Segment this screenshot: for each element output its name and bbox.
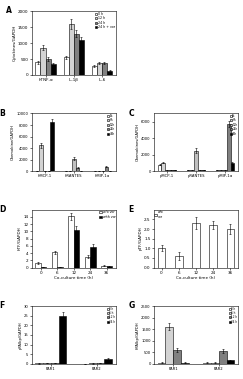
Bar <box>158 164 161 171</box>
Bar <box>104 359 112 364</box>
Bar <box>194 150 198 171</box>
Text: D: D <box>0 205 6 214</box>
Bar <box>35 62 41 75</box>
Bar <box>165 327 173 364</box>
Bar <box>69 24 74 75</box>
Bar <box>51 64 56 75</box>
Bar <box>43 363 51 364</box>
Legend: 0h, 6h, 12h, 24h, 48h: 0h, 6h, 12h, 24h, 48h <box>229 114 238 136</box>
X-axis label: Co-culture time (h): Co-culture time (h) <box>176 276 216 280</box>
Bar <box>51 363 59 364</box>
Bar <box>51 122 54 171</box>
Bar <box>192 223 200 268</box>
Bar <box>102 63 107 75</box>
Text: E: E <box>129 205 134 214</box>
Text: C: C <box>129 109 134 118</box>
Bar <box>107 266 112 268</box>
Bar <box>107 71 112 75</box>
Bar <box>181 363 189 364</box>
Bar <box>211 363 219 364</box>
Bar <box>203 363 211 364</box>
Text: F: F <box>0 301 5 310</box>
Legend: w/o
vor: w/o vor <box>154 210 164 219</box>
Bar <box>158 248 165 268</box>
Y-axis label: Chemokine/GAPDH: Chemokine/GAPDH <box>11 124 15 160</box>
Text: A: A <box>6 6 12 15</box>
Bar <box>97 63 102 75</box>
Bar <box>96 363 104 364</box>
Bar <box>161 163 165 171</box>
Bar <box>35 363 43 364</box>
Bar <box>102 266 107 268</box>
X-axis label: Co-culture time (h): Co-culture time (h) <box>54 276 93 280</box>
Y-axis label: Chemokines/GAPDH: Chemokines/GAPDH <box>136 123 140 161</box>
Y-axis label: hTF/GAPDH: hTF/GAPDH <box>18 227 22 251</box>
Bar <box>231 163 234 171</box>
Legend: 0h, 6h, 12h, 24h, 48h: 0h, 6h, 12h, 24h, 48h <box>107 114 116 136</box>
Y-axis label: Cytokines/GAPDH: Cytokines/GAPDH <box>12 25 17 61</box>
Y-axis label: hPAIbp/GAPDH: hPAIbp/GAPDH <box>136 321 140 349</box>
Bar <box>104 167 108 171</box>
Bar <box>175 256 183 268</box>
Bar <box>227 124 231 171</box>
Bar <box>85 257 90 268</box>
Bar <box>39 145 43 171</box>
Bar <box>90 247 95 268</box>
Bar <box>92 66 97 75</box>
Bar <box>76 168 79 171</box>
Bar <box>59 316 66 364</box>
Y-axis label: pPAIbp/GAPDH: pPAIbp/GAPDH <box>18 321 22 349</box>
Legend: 0 h, 6 h, 12 h, 24 h: 0 h, 6 h, 12 h, 24 h <box>229 306 238 324</box>
Bar <box>219 351 226 364</box>
Y-axis label: pTF/GAPDH: pTF/GAPDH <box>139 227 143 251</box>
Bar <box>72 158 76 171</box>
Legend: 0 h, 6 h, 12 h, 24 h: 0 h, 6 h, 12 h, 24 h <box>106 306 116 324</box>
Legend: 0 h, 12 h, 24 h, 24 h + vor: 0 h, 12 h, 24 h, 24 h + vor <box>95 12 116 30</box>
Bar <box>74 34 79 75</box>
Bar <box>74 230 79 268</box>
Bar <box>79 40 84 75</box>
Bar <box>173 350 181 364</box>
Bar <box>64 58 69 75</box>
Text: B: B <box>0 109 5 118</box>
Bar <box>41 48 46 75</box>
Bar <box>52 252 57 268</box>
Bar <box>158 363 165 364</box>
Bar <box>35 263 41 268</box>
Text: G: G <box>129 301 135 310</box>
Legend: w/o vor, with vor: w/o vor, with vor <box>99 210 116 219</box>
Bar <box>89 363 96 364</box>
Bar <box>226 229 234 268</box>
Bar <box>69 216 74 268</box>
Bar <box>226 360 234 364</box>
Bar <box>209 225 217 268</box>
Bar <box>46 59 51 75</box>
